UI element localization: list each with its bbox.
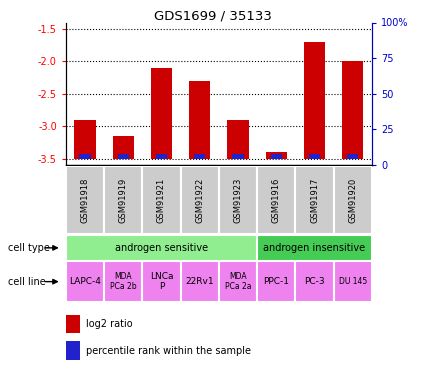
Text: GSM91916: GSM91916	[272, 178, 281, 223]
Bar	[304, 42, 325, 159]
Text: LAPC-4: LAPC-4	[69, 277, 101, 286]
Text: MDA
PCa 2b: MDA PCa 2b	[110, 272, 136, 291]
Bar	[79, 154, 91, 159]
Bar	[266, 152, 287, 159]
Bar	[151, 68, 172, 159]
Text: GSM91920: GSM91920	[348, 178, 357, 223]
Bar	[257, 261, 295, 302]
Bar	[309, 154, 320, 159]
Bar	[342, 62, 363, 159]
Text: GSM91918: GSM91918	[80, 178, 90, 223]
Text: cell type: cell type	[8, 243, 51, 253]
Text: androgen insensitive: androgen insensitive	[264, 243, 366, 253]
Text: 22Rv1: 22Rv1	[185, 277, 214, 286]
Text: percentile rank within the sample: percentile rank within the sample	[86, 346, 251, 355]
Bar	[227, 120, 249, 159]
Bar	[232, 154, 244, 159]
Text: MDA
PCa 2a: MDA PCa 2a	[225, 272, 251, 291]
Bar	[104, 261, 142, 302]
Bar	[181, 166, 219, 234]
Bar	[142, 166, 181, 234]
Bar	[194, 154, 205, 159]
Bar	[104, 166, 142, 234]
Bar	[334, 261, 372, 302]
Bar	[142, 261, 181, 302]
Text: cell line: cell line	[8, 277, 46, 286]
Text: PC-3: PC-3	[304, 277, 325, 286]
Bar	[257, 235, 372, 261]
Bar	[295, 166, 334, 234]
Text: GSM91923: GSM91923	[233, 178, 243, 223]
Text: androgen sensitive: androgen sensitive	[115, 243, 208, 253]
Bar	[113, 136, 134, 159]
Bar	[270, 154, 282, 159]
Text: PPC-1: PPC-1	[263, 277, 289, 286]
Bar	[66, 261, 104, 302]
Text: DU 145: DU 145	[339, 277, 367, 286]
Text: LNCa
P: LNCa P	[150, 272, 173, 291]
Bar	[257, 166, 295, 234]
Text: GDS1699 / 35133: GDS1699 / 35133	[153, 9, 272, 22]
Text: log2 ratio: log2 ratio	[86, 320, 133, 329]
Bar	[219, 166, 257, 234]
Text: GSM91922: GSM91922	[195, 178, 204, 223]
Bar	[156, 154, 167, 159]
Bar	[66, 235, 257, 261]
Bar	[334, 166, 372, 234]
Bar	[66, 166, 104, 234]
Bar	[181, 261, 219, 302]
Bar	[347, 154, 358, 159]
Bar	[66, 341, 79, 360]
Bar	[295, 261, 334, 302]
Bar	[74, 120, 96, 159]
Bar	[66, 315, 79, 333]
Text: GSM91917: GSM91917	[310, 178, 319, 223]
Text: GSM91919: GSM91919	[119, 178, 128, 223]
Bar	[117, 154, 129, 159]
Text: GSM91921: GSM91921	[157, 178, 166, 223]
Bar	[219, 261, 257, 302]
Bar	[189, 81, 210, 159]
